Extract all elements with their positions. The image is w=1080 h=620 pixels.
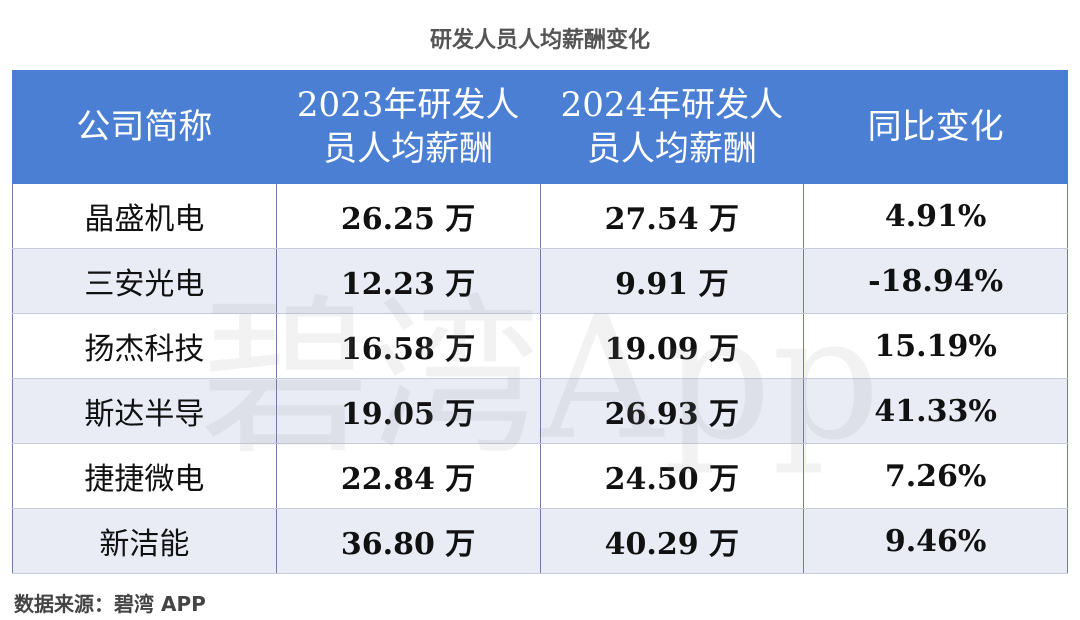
company-cell: 晶盛机电 xyxy=(12,184,277,249)
value-cell: 26.25 万 xyxy=(275,184,541,249)
source-note: 数据来源：碧湾 APP xyxy=(14,592,206,616)
value-cell: 24.50 万 xyxy=(539,443,805,509)
company-cell: 新洁能 xyxy=(12,508,277,574)
table-row: 三安光电 12.23 万 9.91 万 -18.94% xyxy=(12,248,1068,314)
value-cell: 4.91% xyxy=(803,184,1068,249)
table-row: 捷捷微电 22.84 万 24.50 万 7.26% xyxy=(12,443,1068,509)
title: 研发人员人均薪酬变化 xyxy=(429,28,650,53)
company-cell: 捷捷微电 xyxy=(12,443,277,509)
value-cell: 41.33% xyxy=(803,378,1068,444)
value-cell: 7.26% xyxy=(803,443,1068,509)
table-row: 斯达半导 19.05 万 26.93 万 41.33% xyxy=(12,378,1068,444)
header-line: 同比变化 xyxy=(867,107,1004,147)
header-cell: 公司简称 xyxy=(12,70,277,184)
value-cell: 26.93 万 xyxy=(539,378,805,444)
value-cell: 9.46% xyxy=(803,508,1068,574)
company-cell: 斯达半导 xyxy=(12,378,277,444)
value-cell: 9.91 万 xyxy=(539,248,805,314)
table-row: 晶盛机电 26.25 万 27.54 万 4.91% xyxy=(12,184,1068,249)
table-row: 扬杰科技 16.58 万 19.09 万 15.19% xyxy=(12,313,1068,379)
header-line: 公司简称 xyxy=(76,107,213,147)
value-cell: -18.94% xyxy=(803,248,1068,314)
header-cell: 2024年研发人 员人均薪酬 xyxy=(539,70,805,184)
company-cell: 三安光电 xyxy=(12,248,277,314)
header-line: 员人均薪酬 xyxy=(323,129,494,169)
value-cell: 12.23 万 xyxy=(275,248,541,314)
value-cell: 36.80 万 xyxy=(275,508,541,574)
value-cell: 19.05 万 xyxy=(275,378,541,444)
salary-table: 公司简称 2023年研发人 员人均薪酬 2024年研发人 员人均薪酬 同比变化 晶盛机电 26… xyxy=(12,70,1068,574)
header-line: 2024年研发人 xyxy=(560,85,784,125)
header-cell: 2023年研发人 员人均薪酬 xyxy=(275,70,541,184)
value-cell: 15.19% xyxy=(803,313,1068,379)
header-cell: 同比变化 xyxy=(803,70,1068,184)
header-line: 员人均薪酬 xyxy=(586,129,757,169)
value-cell: 22.84 万 xyxy=(275,443,541,509)
value-cell: 27.54 万 xyxy=(539,184,805,249)
header-line: 2023年研发人 xyxy=(296,85,520,125)
table-row: 新洁能 36.80 万 40.29 万 9.46% xyxy=(12,508,1068,574)
header-row: 公司简称 2023年研发人 员人均薪酬 2024年研发人 员人均薪酬 同比变化 xyxy=(12,70,1068,184)
company-cell: 扬杰科技 xyxy=(12,313,277,379)
value-cell: 19.09 万 xyxy=(539,313,805,379)
value-cell: 16.58 万 xyxy=(275,313,541,379)
value-cell: 40.29 万 xyxy=(539,508,805,574)
